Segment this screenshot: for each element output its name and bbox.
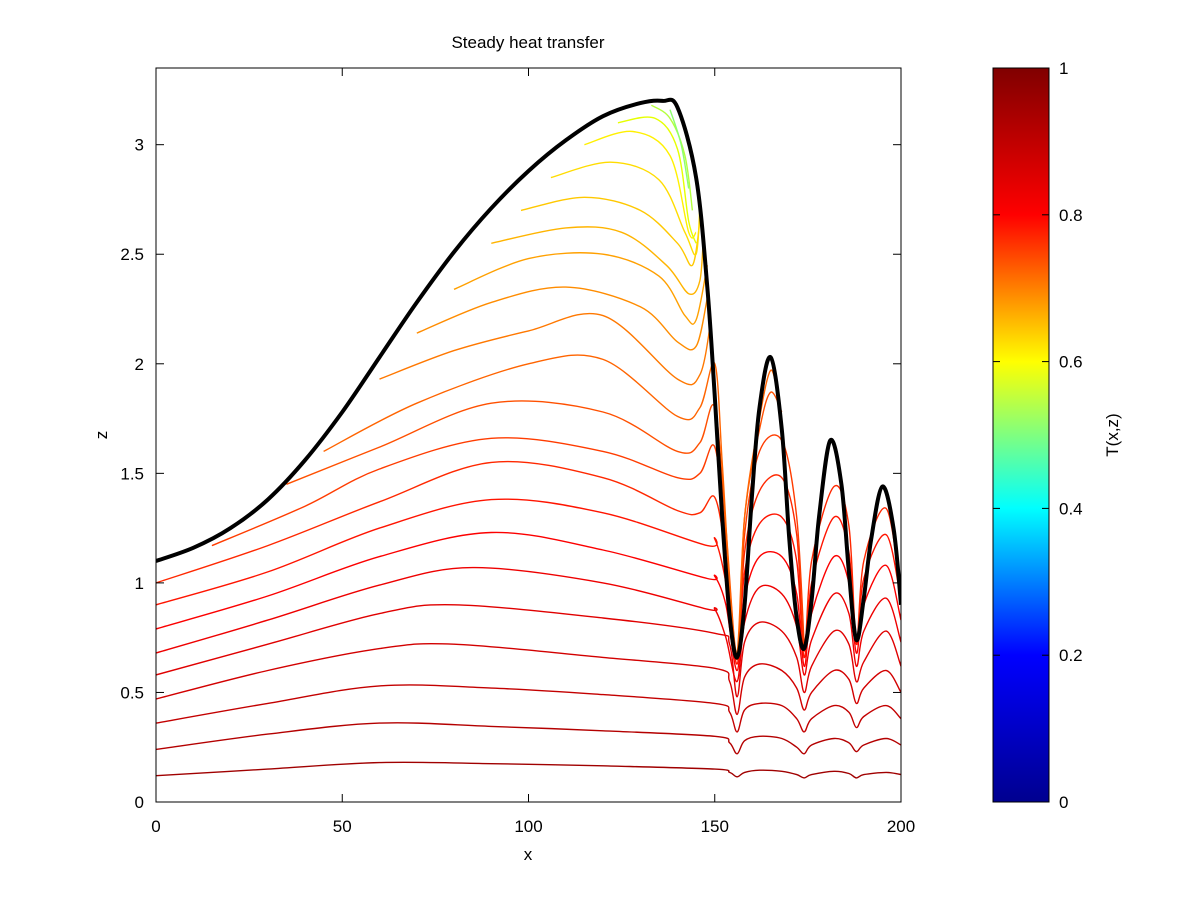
colorbar-tick-label: 0.2 xyxy=(1059,646,1083,665)
y-tick-label: 1 xyxy=(135,574,144,593)
surface-line xyxy=(156,97,901,660)
y-tick-label: 1.5 xyxy=(120,464,144,483)
colorbar-tick-label: 0.8 xyxy=(1059,206,1083,225)
isotherm-line-13 xyxy=(416,286,708,351)
colorbar xyxy=(992,67,1050,803)
isotherm-line-21 xyxy=(669,109,690,189)
y-tick-label: 0.5 xyxy=(120,683,144,702)
y-axis-ticks: 0 0.5 1 1.5 2 2.5 3 xyxy=(120,136,901,812)
x-tick-label: 50 xyxy=(333,817,352,836)
colorbar-label: T(x,z) xyxy=(1103,413,1122,456)
isotherm-line-18 xyxy=(584,130,697,239)
isotherm-line-3 xyxy=(156,642,901,716)
y-tick-label: 0 xyxy=(135,793,144,812)
colorbar-tick-label: 0.4 xyxy=(1059,499,1083,518)
colorbar-tick-label: 0 xyxy=(1059,793,1068,812)
x-axis-label: x xyxy=(524,845,533,864)
isotherm-line-1 xyxy=(156,722,901,755)
x-tick-label: 200 xyxy=(887,817,915,836)
colorbar-tick-label: 0.6 xyxy=(1059,353,1083,372)
isotherm-lines xyxy=(156,104,901,779)
isotherm-line-12 xyxy=(379,312,712,386)
isotherm-line-19 xyxy=(617,116,697,244)
isotherm-line-2 xyxy=(156,684,901,733)
isotherm-line-11 xyxy=(323,354,779,656)
x-tick-label: 150 xyxy=(701,817,729,836)
isotherm-line-0 xyxy=(156,761,901,779)
y-tick-label: 2 xyxy=(135,355,144,374)
isotherm-line-17 xyxy=(550,161,701,256)
colorbar-tick-label: 1 xyxy=(1059,59,1068,78)
y-tick-label: 2.5 xyxy=(120,245,144,264)
isotherm-line-4 xyxy=(156,604,901,698)
x-axis-ticks: 0 50 100 150 200 xyxy=(151,68,915,836)
y-axis-label: z xyxy=(92,431,111,440)
colorbar-ticks: 0 0.2 0.4 0.6 0.8 1 xyxy=(993,59,1083,812)
isotherm-line-14 xyxy=(453,252,708,325)
isotherm-line-15 xyxy=(491,226,705,295)
x-tick-label: 100 xyxy=(514,817,542,836)
plot-area xyxy=(156,68,901,802)
y-tick-label: 3 xyxy=(135,136,144,155)
chart-title: Steady heat transfer xyxy=(451,33,604,52)
isotherm-line-8 xyxy=(156,460,901,661)
x-tick-label: 0 xyxy=(151,817,160,836)
isotherm-line-16 xyxy=(520,196,701,267)
isotherm-line-5 xyxy=(156,566,901,683)
surface-curve-group xyxy=(156,97,901,660)
